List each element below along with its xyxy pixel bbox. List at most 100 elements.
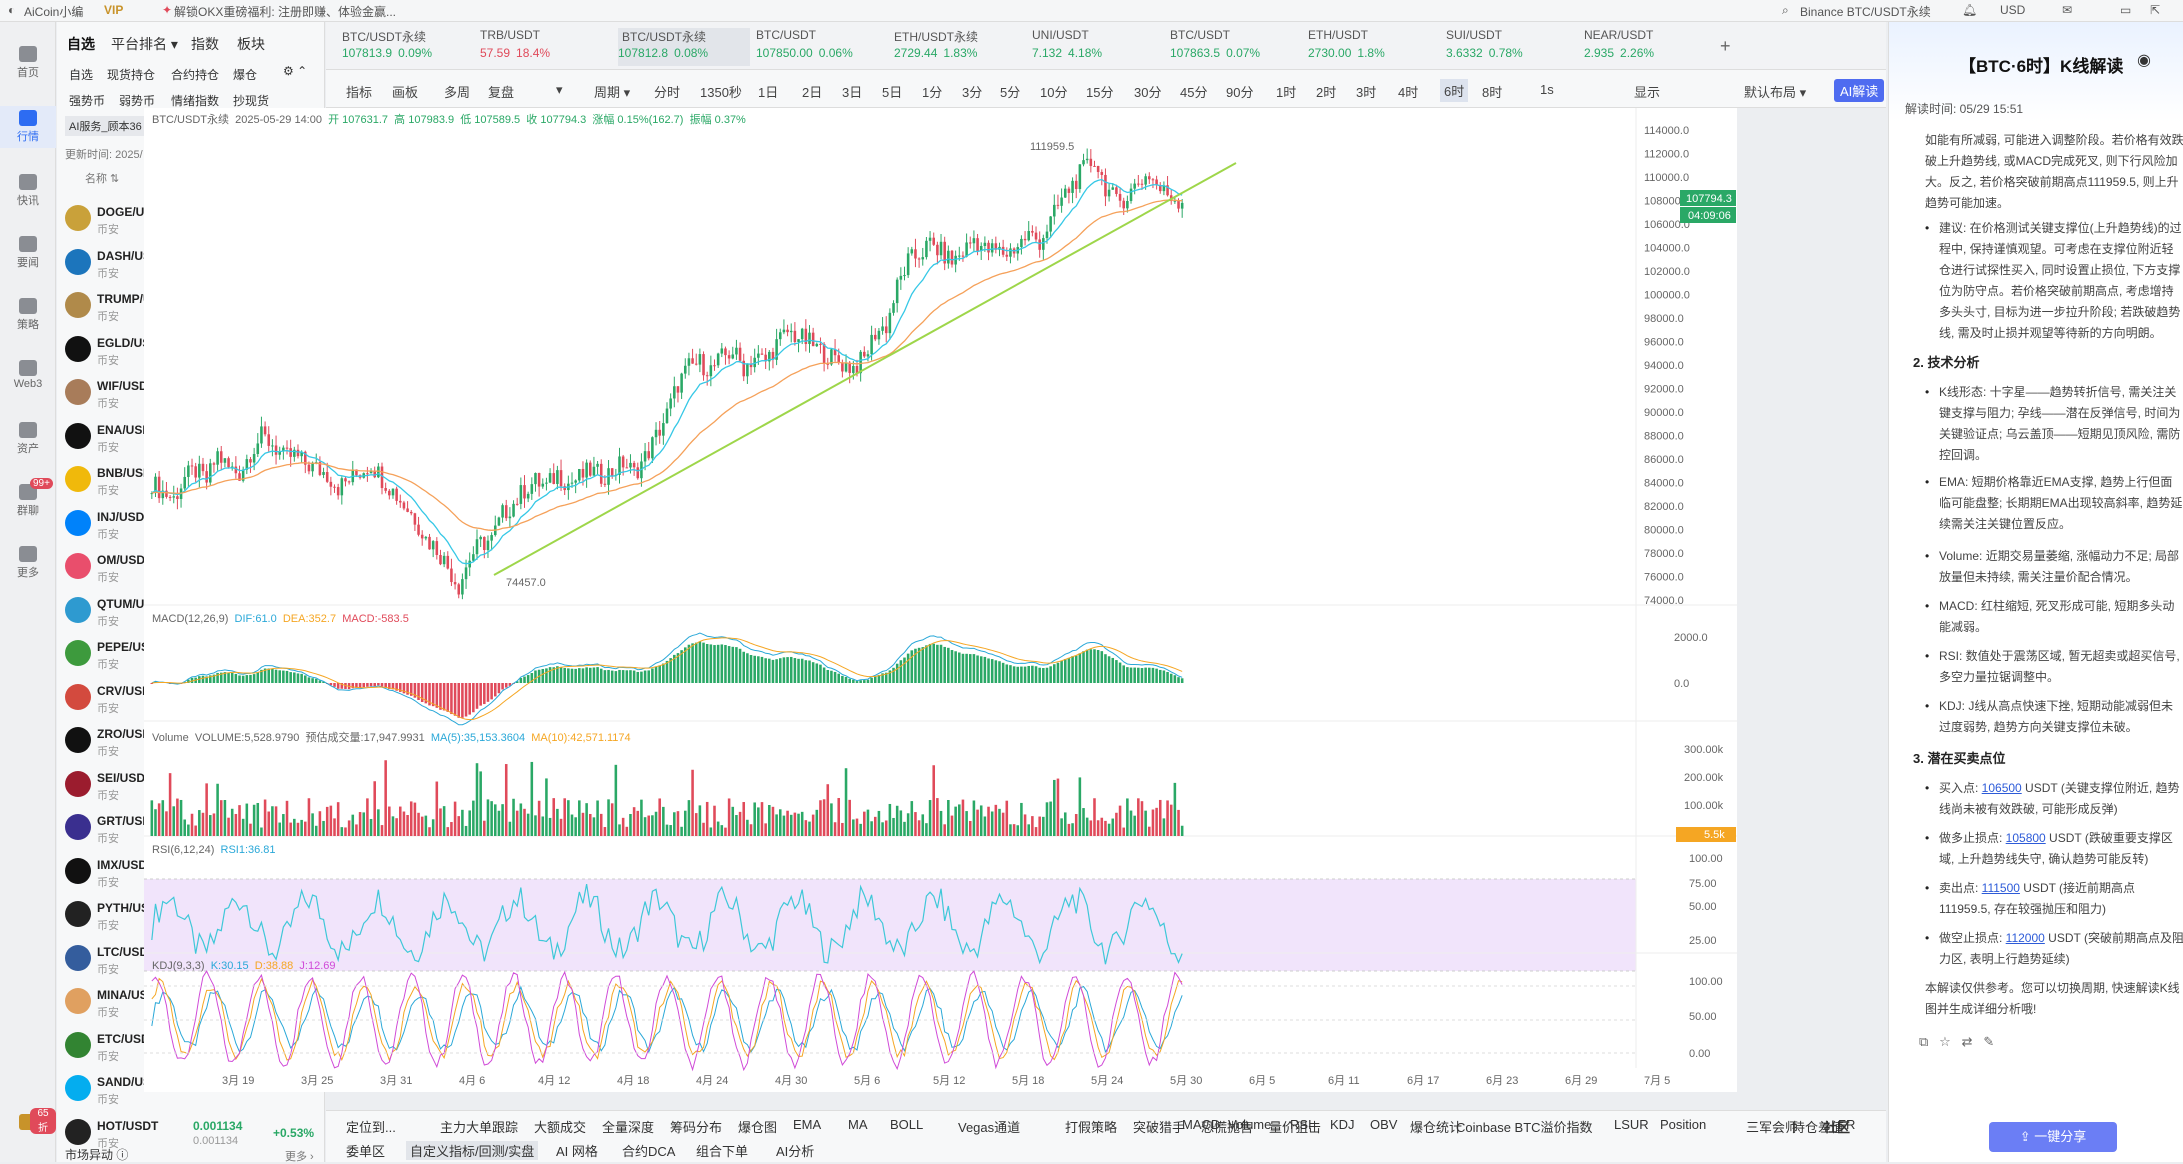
search-icon[interactable]: ⌕ <box>1782 3 1789 17</box>
indicator-tab[interactable]: Position <box>1660 1117 1707 1132</box>
toolbar-item[interactable]: 1时 <box>1276 85 1297 100</box>
ticker-item[interactable]: ETH/USDT永续 2729.44 1.83% <box>894 28 1026 66</box>
ticker-item[interactable]: BTC/USDT永续 107813.9 0.09% <box>342 28 474 66</box>
indicator-tab[interactable]: Coinbase BTC溢价指数 <box>1456 1120 1593 1135</box>
indicator-tab[interactable]: 持仓差值 <box>1792 1120 1845 1135</box>
toolbar-item[interactable]: 1分 <box>922 85 943 100</box>
toolbar-item[interactable]: 10分 <box>1040 85 1068 100</box>
ticker-item[interactable]: BTC/USDT 107863.5 0.07% <box>1170 28 1302 66</box>
toolbar-item[interactable]: 30分 <box>1134 85 1162 100</box>
kline-chart-svg[interactable]: 2000.0 0.0 300.00k 200.00k 100.00k 100.00 50… <box>144 108 1737 1092</box>
toolbar-item[interactable]: 5分 <box>1000 85 1021 100</box>
subtab-weak-coins[interactable]: 弱势币 <box>119 94 156 108</box>
bottom-panel-tab[interactable]: 自定义指标/回测/实盘 <box>406 1141 539 1160</box>
nav-chat[interactable]: 群聊 99+ <box>0 478 56 518</box>
toolbar-item[interactable]: 多周 <box>444 85 471 100</box>
subtab-liquidation[interactable]: 爆仓 <box>233 68 258 82</box>
toolbar-item[interactable]: 45分 <box>1180 85 1208 100</box>
add-ticker-icon[interactable]: + <box>1720 36 1731 56</box>
mail-icon[interactable]: ✉ <box>2062 3 2073 17</box>
toolbar-item[interactable]: 画板 <box>392 85 419 100</box>
strategy-tab[interactable]: 恐慌抛售 <box>1201 1120 1254 1135</box>
settings-gear-icon[interactable]: ⚙ ⌃ <box>283 64 308 78</box>
toolbar-item[interactable]: 指标 <box>346 85 373 100</box>
toolbar-item[interactable]: 3时 <box>1356 85 1377 100</box>
coin-row[interactable]: HOT/USDT 币安 0.001134 0.001134 +0.53% <box>57 1112 325 1155</box>
toolbar-item[interactable]: 2时 <box>1316 85 1337 100</box>
strategy-tab[interactable]: EMA <box>793 1117 822 1132</box>
vip-badge[interactable]: VIP <box>104 3 124 17</box>
strategy-tab[interactable]: 定位到... <box>346 1120 396 1135</box>
chart-area[interactable]: 2000.0 0.0 300.00k 200.00k 100.00k 100.00 50… <box>144 108 1737 1092</box>
toolbar-item[interactable]: 8时 <box>1482 85 1503 100</box>
nav-market[interactable]: 行情 <box>0 106 56 148</box>
bottom-panel-tab[interactable]: AI分析 <box>776 1144 815 1159</box>
toolbar-item[interactable]: 1350秒 <box>700 85 742 100</box>
coin-row[interactable]: ZRO/USDT 币安 <box>57 720 325 763</box>
tab-favorites[interactable]: 自选 <box>67 36 95 52</box>
nav-home[interactable]: 首页 <box>0 46 56 80</box>
toolbar-item[interactable]: 3日 <box>842 85 863 100</box>
ai-service-label[interactable]: AI服务_顾本36 直 <box>65 116 160 136</box>
strategy-tab[interactable]: MA <box>848 1117 868 1132</box>
toolbar-item[interactable]: 1日 <box>758 85 779 100</box>
coin-row[interactable]: OM/USDT 币安 <box>57 546 325 589</box>
strategy-tab[interactable]: 筹码分布 <box>670 1120 723 1135</box>
nav-web3[interactable]: Web3 <box>0 360 56 390</box>
ticker-item[interactable]: BTC/USDT永续 107812.8 0.08% <box>618 28 750 66</box>
subtab-spot-holdings[interactable]: 现货持仓 <box>107 68 156 82</box>
toolbar-item[interactable]: 90分 <box>1226 85 1254 100</box>
currency-select[interactable]: USD <box>2000 3 2026 17</box>
long-stop-link[interactable]: 105800 <box>2005 831 2046 845</box>
subtab-strong-coins[interactable]: 强势币 <box>69 94 106 108</box>
toolbar-item[interactable]: 分时 <box>654 85 681 100</box>
coin-row[interactable]: LTC/USDT 币安 <box>57 938 325 981</box>
buy-point-link[interactable]: 106500 <box>1981 781 2022 795</box>
strategy-tab[interactable]: 打假策略 <box>1065 1120 1118 1135</box>
search-input[interactable]: Binance BTC/USDT永续 <box>1800 5 1931 19</box>
nav-assets[interactable]: 资产 <box>0 422 56 456</box>
toolbar-item[interactable]: AI解读 <box>1834 79 1885 102</box>
strategy-tab[interactable]: 量价狙击 <box>1269 1120 1322 1135</box>
coin-row[interactable]: ETC/USDT 币安 <box>57 1025 325 1068</box>
strategy-tab[interactable]: Vegas通道 <box>958 1120 1021 1135</box>
ticker-item[interactable]: BTC/USDT 107850.00 0.06% <box>756 28 888 66</box>
toolbar-item[interactable]: 6时 <box>1440 79 1469 102</box>
subtab-spot-dip[interactable]: 抄现货 <box>233 94 270 108</box>
notice-banner[interactable]: 解锁OKX重磅福利: 注册即赚、体验金赢... <box>174 5 397 19</box>
ticker-item[interactable]: TRB/USDT 57.59 18.4% <box>480 28 612 66</box>
coin-row[interactable]: GRT/USDT 币安 <box>57 807 325 850</box>
toolbar-item[interactable]: 5日 <box>882 85 903 100</box>
coin-row[interactable]: CRV/USDT 币安 <box>57 677 325 720</box>
bottom-panel-tab[interactable]: AI 网格 <box>556 1144 598 1159</box>
ticker-item[interactable]: ETH/USDT 2730.00 1.8% <box>1308 28 1440 66</box>
bottom-panel-tab[interactable]: 合约DCA <box>622 1144 676 1159</box>
more-link[interactable]: 更多 › <box>285 1151 314 1163</box>
indicator-tab[interactable]: Volume <box>1228 1117 1272 1132</box>
window-icon[interactable]: ▭ <box>2120 3 2132 17</box>
toolbar-item[interactable]: 2日 <box>802 85 823 100</box>
ticker-item[interactable]: UNI/USDT 7.132 4.18% <box>1032 28 1164 66</box>
sell-point-link[interactable]: 111500 <box>1981 881 2020 895</box>
nav-headline[interactable]: 要闻 <box>0 236 56 270</box>
column-name-header[interactable]: 名称 ⇅ <box>85 173 120 185</box>
nav-flash[interactable]: 快讯 <box>0 174 56 208</box>
coin-row[interactable]: WIF/USDT 币安 <box>57 372 325 415</box>
toolbar-item[interactable]: 复盘 <box>488 85 515 100</box>
short-stop-link[interactable]: 112000 <box>2005 931 2045 945</box>
tab-index[interactable]: 指数 <box>191 36 219 52</box>
indicator-tab[interactable]: 三军会师 <box>1746 1120 1799 1135</box>
indicator-tab[interactable]: LSUR <box>1614 1117 1649 1132</box>
indicator-tab[interactable]: 爆仓统计 <box>1410 1120 1463 1135</box>
nav-strategy[interactable]: 策略 <box>0 298 56 332</box>
indicator-tab[interactable]: RSI <box>1290 1117 1312 1132</box>
market-alerts[interactable]: 市场异动 ⓘ <box>65 1148 129 1162</box>
tab-sector[interactable]: 板块 <box>237 36 265 52</box>
coin-row[interactable]: INJ/USDT 币安 <box>57 503 325 546</box>
toolbar-item[interactable]: 3分 <box>962 85 983 100</box>
feedback-icons[interactable]: ⧉ ☆ ⇄ ✎ <box>1919 1034 1995 1049</box>
strategy-tab[interactable]: 全量深度 <box>602 1120 655 1135</box>
indicator-tab[interactable]: OBV <box>1370 1117 1398 1132</box>
toolbar-item[interactable]: 4时 <box>1398 85 1419 100</box>
strategy-tab[interactable]: BOLL <box>890 1117 924 1132</box>
